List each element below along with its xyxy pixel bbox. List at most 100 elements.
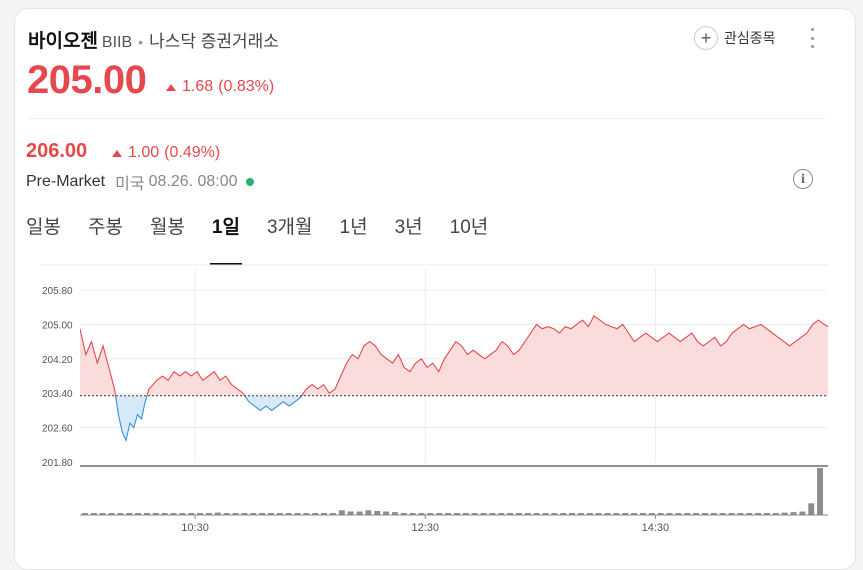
y-tick-label: 205.00 [42,320,73,331]
volume-bar [383,511,389,515]
volume-bar [710,513,717,515]
volume-bar [799,511,806,515]
volume-bar [507,513,513,515]
volume-bar [746,513,753,515]
volume-bar [719,513,726,515]
volume-bar [755,513,761,515]
price-change: 1.68 (0.83%) [166,78,274,96]
volume-bar [179,513,186,515]
volume-bar [374,510,381,515]
volume-bar [764,513,770,515]
tab-10-years[interactable]: 10년 [449,217,489,238]
y-tick-label: 205.80 [42,286,73,297]
current-price: 205.00 [27,58,147,102]
volume-bar [250,513,257,515]
volume-bar [462,513,469,515]
volume-bar [560,513,567,515]
volume-bar [631,513,637,515]
triangle-up-icon [166,83,176,91]
volume-bar [480,513,487,515]
volume-bar [675,513,682,515]
stock-card [14,8,856,570]
volume-bar [595,513,602,515]
volume-bar [471,513,478,515]
tab-3-years[interactable]: 3년 [394,217,423,238]
y-tick-label: 201.80 [42,458,73,469]
info-icon[interactable]: i [793,169,813,189]
volume-bar [99,513,106,515]
period-tabs: 일봉 주봉 월봉 1일 3개월 1년 3년 10년 [26,212,515,265]
volume-bar [259,513,265,515]
volume-bar [152,513,159,515]
plus-circle-icon: + [694,26,718,50]
volume-bar [808,503,815,516]
volume-bar [569,513,575,515]
volume-bar [117,513,124,515]
volume-bar [498,513,505,515]
price-line-up [80,314,828,396]
change-percent: (0.83%) [218,78,275,95]
premarket-info: Pre-Market 미국 08.26. 08:00 [26,170,254,194]
volume-bar [542,513,549,515]
x-tick-label: 14:30 [642,522,670,534]
volume-bar [516,513,522,515]
tab-1-day[interactable]: 1일 [209,212,243,265]
volume-bar [241,513,248,515]
volume-bar [781,512,788,515]
volume-bar [197,513,203,515]
volume-bar [657,513,664,515]
volume-bar [321,513,327,515]
premarket-time: 08.26. 08:00 [148,173,238,190]
premarket-change-value: 1.00 [128,144,160,161]
volume-bar [214,512,221,515]
price-chart[interactable]: 205.80 205.00 204.20 203.40 202.60 201.80 10:… [0,0,863,545]
premarket-region: 미국 [115,176,145,193]
volume-bar [330,513,336,515]
volume-bar [418,513,425,515]
tab-monthly-candle[interactable]: 월봉 [149,217,185,238]
change-value: 1.68 [182,78,214,95]
x-tick-label: 10:30 [181,522,209,534]
volume-bar [436,513,443,515]
volume-bar [737,513,744,515]
volume-bar [702,513,708,515]
volume-bar [303,513,310,515]
chart-area [80,314,828,516]
add-watchlist-button[interactable]: + 관심종목 [694,26,776,50]
stock-exchange: 나스닥 증권거래소 [149,32,279,51]
volume-bar [533,513,540,515]
divider [28,118,826,119]
volume-bar [170,513,177,515]
volume-bar [312,513,319,515]
volume-bar [640,513,646,515]
volume-bar [188,513,195,515]
volume-bar [206,513,212,515]
tab-weekly-candle[interactable]: 주봉 [87,217,123,238]
volume-bar [161,513,168,515]
volume-bar [622,513,629,515]
volume-bars [82,468,823,516]
x-axis-ticks: 10:30 12:30 14:30 [181,515,669,534]
tab-3-months[interactable]: 3개월 [266,217,313,238]
volume-bar [772,513,779,515]
volume-bar [728,513,735,515]
tab-1-year[interactable]: 1년 [339,217,368,238]
x-tick-label: 12:30 [411,522,439,534]
volume-bar [790,512,797,515]
volume-bar [489,513,496,515]
volume-bar [135,513,141,515]
stock-name: 바이오젠 [28,31,98,52]
volume-bar [586,513,593,515]
premarket-change: 1.00 (0.49%) [112,144,220,162]
volume-bar [90,513,97,515]
kebab-menu-icon[interactable] [805,28,819,48]
separator-dot: • [138,34,144,50]
volume-bar [365,510,372,515]
tab-daily-candle[interactable]: 일봉 [26,217,61,238]
up-fill [80,315,828,396]
volume-bar [82,513,88,515]
triangle-up-icon [112,149,122,157]
volume-bar [392,512,398,515]
volume-bar [648,513,655,515]
premarket-change-percent: (0.49%) [164,144,221,161]
